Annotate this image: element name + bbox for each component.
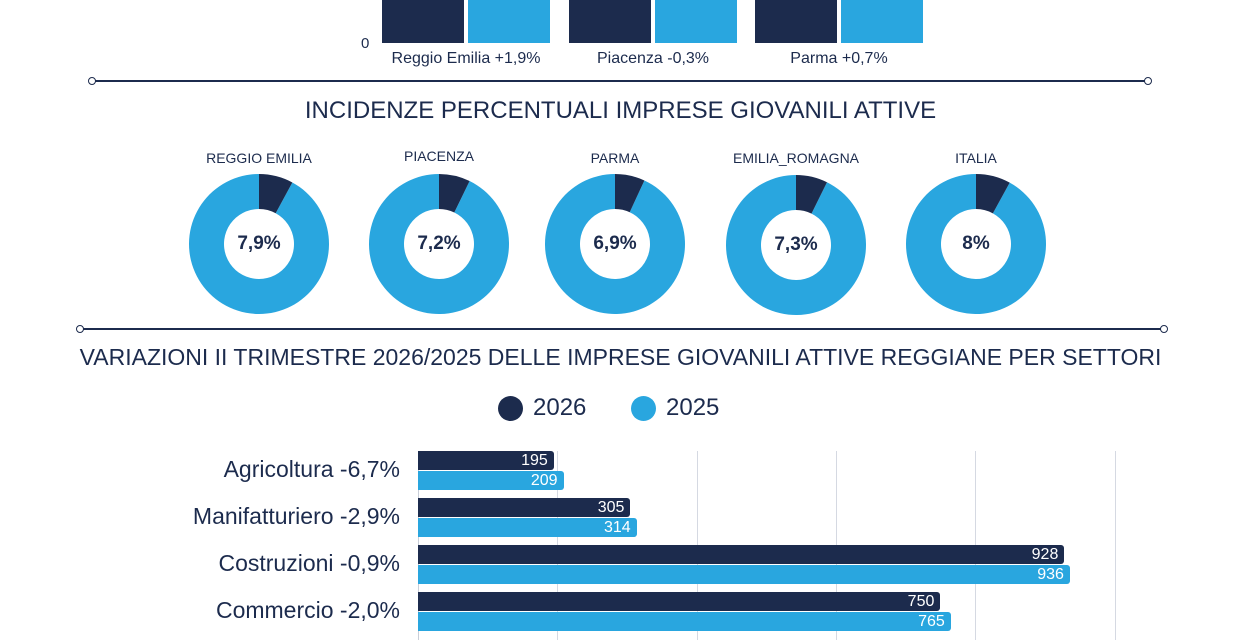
donut-category-label: REGGIO EMILIA (206, 150, 312, 166)
donut-chart (726, 175, 866, 315)
y-category-label: Costruzioni -0,9% (218, 550, 400, 576)
donut-slice-value (976, 174, 1010, 214)
legend-label: 2025 (666, 394, 720, 421)
y-category-label: Manifatturiero -2,9% (192, 503, 400, 529)
donut-slice-value (615, 174, 645, 213)
bar-2025: 209 (418, 471, 564, 490)
bar-value-label: 209 (530, 472, 558, 489)
x-tick-label: Reggio Emilia +1,9% (391, 50, 541, 67)
donut-category-label: EMILIA_ROMAGNA (732, 150, 860, 166)
donut-category-label: PIACENZA (403, 148, 474, 164)
legend-swatch-2026 (498, 395, 523, 421)
donut-chart (906, 174, 1046, 314)
axis-zero-label: 0 (361, 35, 370, 52)
donut-value-label: 7,9% (237, 233, 281, 254)
bar-2025: 765 (418, 612, 951, 631)
legend-2026: 2026 (498, 394, 586, 422)
bar-value-label: 750 (907, 593, 935, 610)
bar-2026: 750 (418, 592, 941, 611)
donut-section-title: INCIDENZE PERCENTUALI IMPRESE GIOVANILI … (304, 97, 937, 124)
donut-slice-rest (189, 174, 329, 314)
donut-slice-value (439, 174, 470, 213)
donut-chart (545, 174, 685, 314)
bar-parma-2025 (841, 0, 923, 43)
donut-chart (369, 174, 509, 314)
legend-swatch-2025 (631, 395, 656, 421)
donut-slice-rest (906, 174, 1046, 314)
bar-value-label: 195 (521, 452, 548, 469)
donut-slice-rest (726, 175, 866, 315)
bar-2025: 936 (418, 565, 1070, 584)
donut-value-label: 7,3% (774, 234, 818, 255)
bar-2026: 305 (418, 498, 631, 517)
bar-reggio-2026 (382, 0, 464, 43)
bar-value-label: 305 (597, 499, 625, 516)
bar-piacenza-2026 (569, 0, 651, 43)
bar-2026: 195 (418, 451, 554, 470)
donut-category-label: PARMA (590, 150, 640, 166)
donut-value-label: 7,2% (417, 233, 461, 254)
donut-slice-rest (545, 174, 685, 314)
donut-slice-value (259, 174, 293, 214)
x-tick-label: Piacenza -0,3% (596, 50, 710, 67)
bar-2026: 928 (418, 545, 1065, 564)
bar-value-label: 928 (1031, 546, 1059, 563)
bar-value-label: 936 (1037, 566, 1064, 583)
donut-slice-rest (369, 174, 509, 314)
gridline (1114, 451, 1116, 640)
donut-value-label: 8% (962, 233, 990, 254)
donut-slice-value (796, 175, 827, 214)
bar-value-label: 765 (918, 613, 945, 630)
bar-parma-2026 (755, 0, 837, 43)
sector-section-title: VARIAZIONI II TRIMESTRE 2026/2025 DELLE … (79, 344, 1162, 370)
legend-label: 2026 (533, 394, 587, 421)
donut-value-label: 6,9% (593, 233, 637, 254)
x-tick-label: Parma +0,7% (790, 50, 888, 67)
y-category-label: Agricoltura -6,7% (223, 456, 400, 482)
bar-2025: 314 (418, 518, 637, 537)
legend-2025: 2025 (631, 394, 719, 422)
y-category-label: Commercio -2,0% (215, 597, 400, 623)
bar-piacenza-2025 (655, 0, 737, 43)
donut-chart (189, 174, 329, 314)
bar-value-label: 314 (603, 519, 631, 536)
donut-category-label: ITALIA (955, 150, 997, 166)
bar-reggio-2025 (468, 0, 550, 43)
